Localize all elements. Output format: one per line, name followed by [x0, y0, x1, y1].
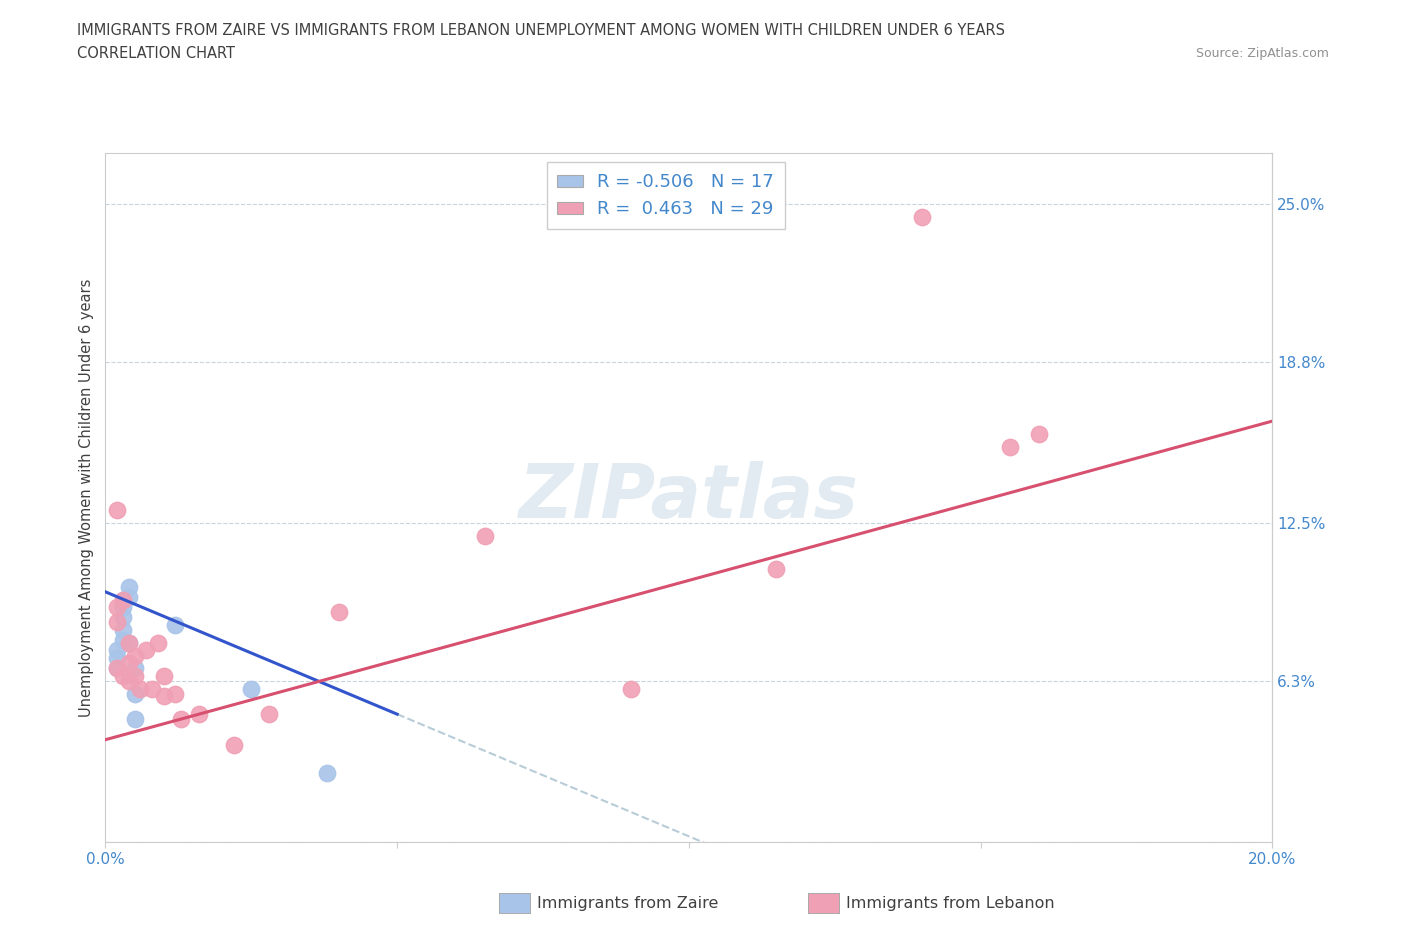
- Text: Source: ZipAtlas.com: Source: ZipAtlas.com: [1195, 46, 1329, 60]
- Point: [105, 651, 128, 666]
- Point: [141, 682, 163, 697]
- Text: ZIPatlas: ZIPatlas: [519, 461, 859, 534]
- Point: [111, 592, 134, 607]
- Point: [124, 661, 146, 676]
- Point: [111, 592, 134, 607]
- Point: [105, 661, 128, 676]
- Y-axis label: Unemployment Among Women with Children Under 6 years: Unemployment Among Women with Children U…: [79, 278, 94, 717]
- Point: [105, 615, 128, 630]
- Point: [118, 579, 141, 594]
- Point: [165, 686, 187, 701]
- Point: [105, 643, 128, 658]
- Point: [111, 623, 134, 638]
- Point: [998, 439, 1021, 454]
- Point: [124, 669, 146, 684]
- Point: [257, 707, 280, 722]
- Point: [765, 562, 787, 577]
- Point: [170, 711, 193, 726]
- Point: [619, 682, 641, 697]
- Text: CORRELATION CHART: CORRELATION CHART: [77, 46, 235, 61]
- Point: [146, 635, 169, 650]
- Point: [316, 765, 339, 780]
- Point: [105, 600, 128, 615]
- Legend: R = -0.506   N = 17, R =  0.463   N = 29: R = -0.506 N = 17, R = 0.463 N = 29: [547, 163, 785, 229]
- Point: [111, 669, 134, 684]
- Point: [328, 604, 350, 619]
- Point: [118, 590, 141, 604]
- Point: [111, 632, 134, 647]
- Point: [111, 610, 134, 625]
- Text: Immigrants from Zaire: Immigrants from Zaire: [537, 897, 718, 911]
- Point: [911, 210, 934, 225]
- Point: [124, 711, 146, 726]
- Point: [129, 682, 152, 697]
- Point: [118, 673, 141, 688]
- Text: Immigrants from Lebanon: Immigrants from Lebanon: [846, 897, 1054, 911]
- Point: [1028, 426, 1050, 441]
- Point: [111, 600, 134, 615]
- Point: [153, 689, 174, 704]
- Point: [240, 682, 263, 697]
- Point: [105, 661, 128, 676]
- Point: [118, 656, 141, 671]
- Point: [118, 635, 141, 650]
- Point: [124, 648, 146, 663]
- Point: [474, 528, 496, 543]
- Text: IMMIGRANTS FROM ZAIRE VS IMMIGRANTS FROM LEBANON UNEMPLOYMENT AMONG WOMEN WITH C: IMMIGRANTS FROM ZAIRE VS IMMIGRANTS FROM…: [77, 23, 1005, 38]
- Point: [153, 669, 174, 684]
- Point: [105, 503, 128, 518]
- Point: [187, 707, 209, 722]
- Point: [118, 635, 141, 650]
- Point: [165, 618, 187, 632]
- Point: [124, 686, 146, 701]
- Point: [135, 643, 157, 658]
- Point: [222, 737, 245, 752]
